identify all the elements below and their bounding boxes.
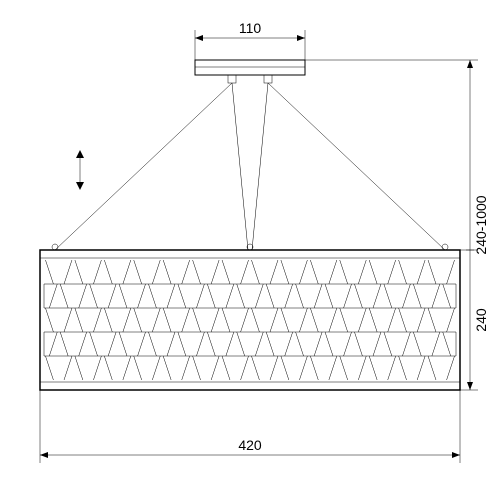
dim-canopy-width-label: 110 [239,20,262,36]
dim-shade-height: 240 [473,308,489,332]
suspension-cables [52,83,448,250]
technical-drawing: 110 240-1000 240 420 [0,0,500,500]
dim-total-height: 240-1000 [466,60,489,390]
dim-shade-width-label: 420 [238,437,262,453]
shade [40,250,460,390]
dim-total-height-label: 240-1000 [473,195,489,254]
canopy [195,60,305,83]
dim-shade-height-label: 240 [473,308,489,332]
shade-lattice-pattern [44,260,456,380]
extension-lines-right [305,60,478,390]
dim-shade-width: 420 [40,437,460,458]
dim-canopy-width: 110 [195,20,305,60]
adjust-arrows-icon [76,150,84,190]
